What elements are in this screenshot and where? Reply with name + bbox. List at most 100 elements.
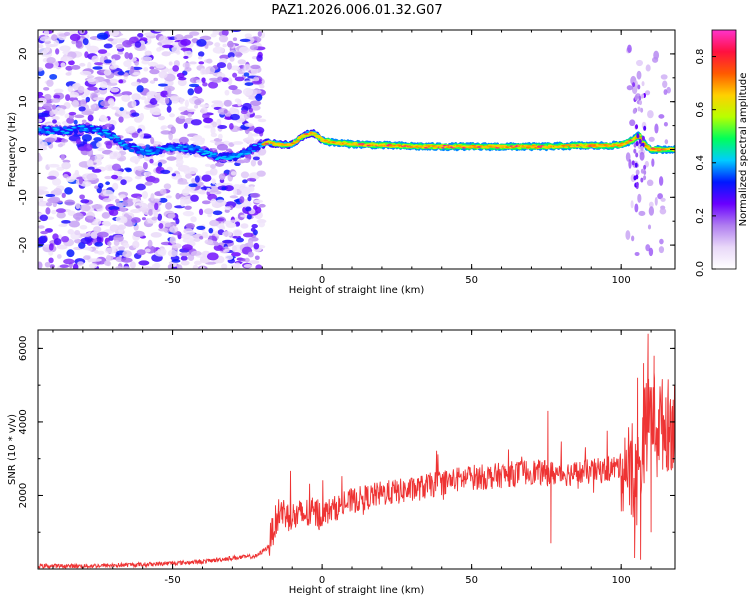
- noise-blob: [131, 217, 141, 224]
- ridge-mark: [139, 148, 145, 151]
- noise-blob: [91, 168, 102, 173]
- noise-blob: [202, 82, 208, 87]
- noise-blob: [142, 162, 148, 170]
- noise-blob: [180, 199, 186, 207]
- ridge-mark: [641, 81, 645, 87]
- noise-blob: [204, 208, 214, 215]
- noise-blob: [223, 109, 228, 114]
- noise-blob: [169, 95, 181, 102]
- noise-blob: [250, 64, 261, 70]
- noise-blob: [631, 235, 635, 242]
- noise-blob: [109, 78, 118, 84]
- noise-blob: [46, 122, 58, 127]
- noise-blob: [80, 99, 87, 107]
- noise-blob: [122, 39, 134, 48]
- y-tick-label: 2000: [18, 483, 29, 508]
- noise-blob: [140, 56, 153, 62]
- noise-blob: [83, 143, 93, 152]
- noise-blob: [38, 188, 45, 196]
- ridge-mark: [643, 125, 647, 131]
- noise-blob: [38, 97, 47, 105]
- noise-blob: [167, 87, 172, 96]
- noise-blob: [169, 225, 179, 233]
- ridge-mark: [120, 139, 125, 143]
- ridge-mark: [98, 126, 103, 131]
- noise-blob: [180, 255, 188, 261]
- noise-blob: [227, 40, 234, 48]
- noise-blob: [221, 30, 229, 37]
- noise-blob: [134, 60, 139, 66]
- noise-blob: [55, 208, 66, 213]
- noise-blob: [58, 108, 66, 116]
- noise-blob: [252, 156, 260, 161]
- noise-blob: [61, 139, 69, 143]
- ridge-mark: [92, 129, 97, 132]
- ridge-mark: [165, 149, 171, 152]
- ridge-mark: [651, 148, 657, 151]
- noise-blob: [108, 30, 120, 37]
- noise-blob: [124, 51, 130, 59]
- noise-blob: [636, 70, 642, 80]
- noise-blob: [77, 85, 85, 93]
- ridge-mark: [222, 155, 227, 158]
- noise-blob: [75, 138, 82, 145]
- noise-blob: [636, 59, 643, 67]
- noise-blob: [122, 250, 132, 258]
- noise-blob: [167, 249, 178, 258]
- noise-blob: [51, 98, 61, 103]
- noise-blob: [625, 152, 631, 162]
- noise-blob: [254, 114, 263, 119]
- noise-blob: [128, 52, 133, 60]
- noise-blob: [234, 159, 247, 164]
- noise-blob: [131, 93, 142, 101]
- noise-blob: [239, 196, 245, 204]
- noise-blob: [205, 67, 210, 75]
- noise-blob: [253, 199, 264, 204]
- noise-blob: [228, 85, 238, 91]
- noise-blob: [171, 259, 181, 263]
- noise-blob: [255, 93, 263, 102]
- noise-blob: [147, 61, 159, 67]
- noise-blob: [163, 183, 172, 190]
- ridge-mark: [656, 149, 662, 152]
- noise-blob: [182, 62, 191, 69]
- noise-blob: [648, 201, 654, 208]
- noise-blob: [160, 130, 172, 135]
- ridge-mark: [433, 146, 439, 148]
- noise-blob: [173, 60, 180, 67]
- noise-blob: [253, 76, 259, 82]
- noise-blob: [658, 114, 665, 119]
- noise-blob: [179, 115, 186, 120]
- ridge-mark: [52, 127, 58, 130]
- noise-blob: [168, 61, 173, 66]
- noise-blob: [49, 196, 61, 203]
- ridge-mark: [360, 143, 365, 145]
- noise-blob: [58, 223, 68, 227]
- noise-blob: [115, 43, 124, 50]
- noise-blob: [155, 64, 165, 69]
- noise-blob: [149, 80, 156, 84]
- noise-blob: [38, 140, 45, 148]
- noise-blob: [94, 250, 99, 254]
- noise-blob: [93, 97, 105, 101]
- noise-blob: [38, 67, 44, 72]
- noise-blob: [242, 179, 248, 184]
- noise-blob: [97, 182, 104, 189]
- noise-blob: [156, 166, 162, 172]
- ridge-mark: [643, 169, 647, 175]
- ridge-mark: [637, 106, 641, 112]
- noise-blob: [130, 193, 143, 199]
- noise-blob: [659, 238, 664, 245]
- ridge-mark: [120, 144, 125, 147]
- noise-blob: [256, 54, 263, 62]
- noise-blob: [47, 163, 60, 168]
- noise-blob: [92, 66, 103, 70]
- noise-blob: [247, 251, 254, 258]
- noise-blob: [117, 51, 124, 55]
- ridge-mark: [640, 168, 644, 174]
- noise-blob: [179, 97, 184, 105]
- noise-blob: [151, 263, 159, 269]
- noise-blob: [240, 110, 248, 115]
- x-tick-label: 100: [612, 575, 631, 586]
- noise-blob: [56, 211, 66, 219]
